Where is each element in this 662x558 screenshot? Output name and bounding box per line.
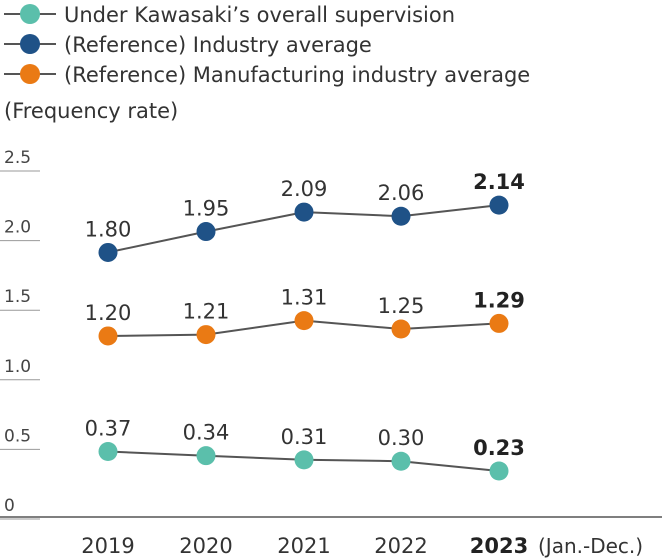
data-label: 2.06 — [378, 181, 425, 205]
y-tick-label: 1.5 — [4, 287, 31, 307]
data-label: 0.30 — [378, 426, 425, 450]
data-point — [489, 313, 509, 333]
data-point — [294, 311, 314, 331]
data-point — [391, 451, 411, 471]
y-tick-label: 2.5 — [4, 148, 31, 168]
data-label: 1.95 — [183, 197, 230, 221]
y-tick-label: 0 — [4, 496, 15, 516]
data-point — [98, 441, 118, 461]
legend: Under Kawasaki’s overall supervision (Ref… — [4, 3, 530, 87]
data-point — [489, 195, 509, 215]
data-label: 2.14 — [473, 170, 525, 194]
y-tick-label: 1.0 — [4, 357, 31, 377]
legend-label: Under Kawasaki’s overall supervision — [64, 3, 455, 27]
data-label: 1.31 — [281, 286, 328, 310]
legend-marker-icon — [20, 34, 40, 54]
data-label: 0.34 — [183, 421, 230, 445]
x-tick-suffix: (Jan.-Dec.) — [538, 534, 643, 558]
y-tick-label: 2.0 — [4, 218, 31, 238]
data-point — [489, 461, 509, 481]
data-point — [391, 206, 411, 226]
legend-label: (Reference) Manufacturing industry avera… — [64, 63, 530, 87]
data-point — [294, 202, 314, 222]
legend-marker-icon — [20, 64, 40, 84]
data-label: 1.25 — [378, 294, 425, 318]
data-point — [98, 326, 118, 346]
data-point — [98, 242, 118, 262]
legend-label: (Reference) Industry average — [64, 33, 372, 57]
legend-marker-icon — [20, 4, 40, 24]
x-tick-label: 2021 — [277, 534, 330, 558]
y-tick-label: 0.5 — [4, 426, 31, 446]
x-tick-label: 2022 — [374, 534, 427, 558]
data-point — [391, 319, 411, 339]
x-tick-label: 2019 — [81, 534, 134, 558]
x-axis: 2019 2020 2021 2022 2023 (Jan.-Dec.) — [81, 534, 643, 558]
data-label: 1.20 — [85, 301, 132, 325]
data-label: 1.29 — [473, 288, 525, 312]
data-label: 1.21 — [183, 300, 230, 324]
data-point — [196, 222, 216, 242]
data-label: 0.23 — [473, 436, 525, 460]
data-label: 2.09 — [281, 177, 328, 201]
data-point — [196, 325, 216, 345]
data-point — [196, 446, 216, 466]
data-point — [294, 450, 314, 470]
x-tick-label: 2020 — [179, 534, 232, 558]
data-label: 1.80 — [85, 217, 132, 241]
data-label: 0.37 — [85, 416, 132, 440]
plot-area: 0.37 0.34 0.31 0.30 0.23 1.80 1.95 2.09 2.06 2.14… — [85, 170, 525, 481]
data-label: 0.31 — [281, 425, 328, 449]
y-axis-label: (Frequency rate) — [4, 99, 178, 123]
x-tick-label: 2023 — [470, 534, 528, 558]
y-axis: 2.5 2.0 1.5 1.0 0.5 0 — [0, 148, 40, 520]
